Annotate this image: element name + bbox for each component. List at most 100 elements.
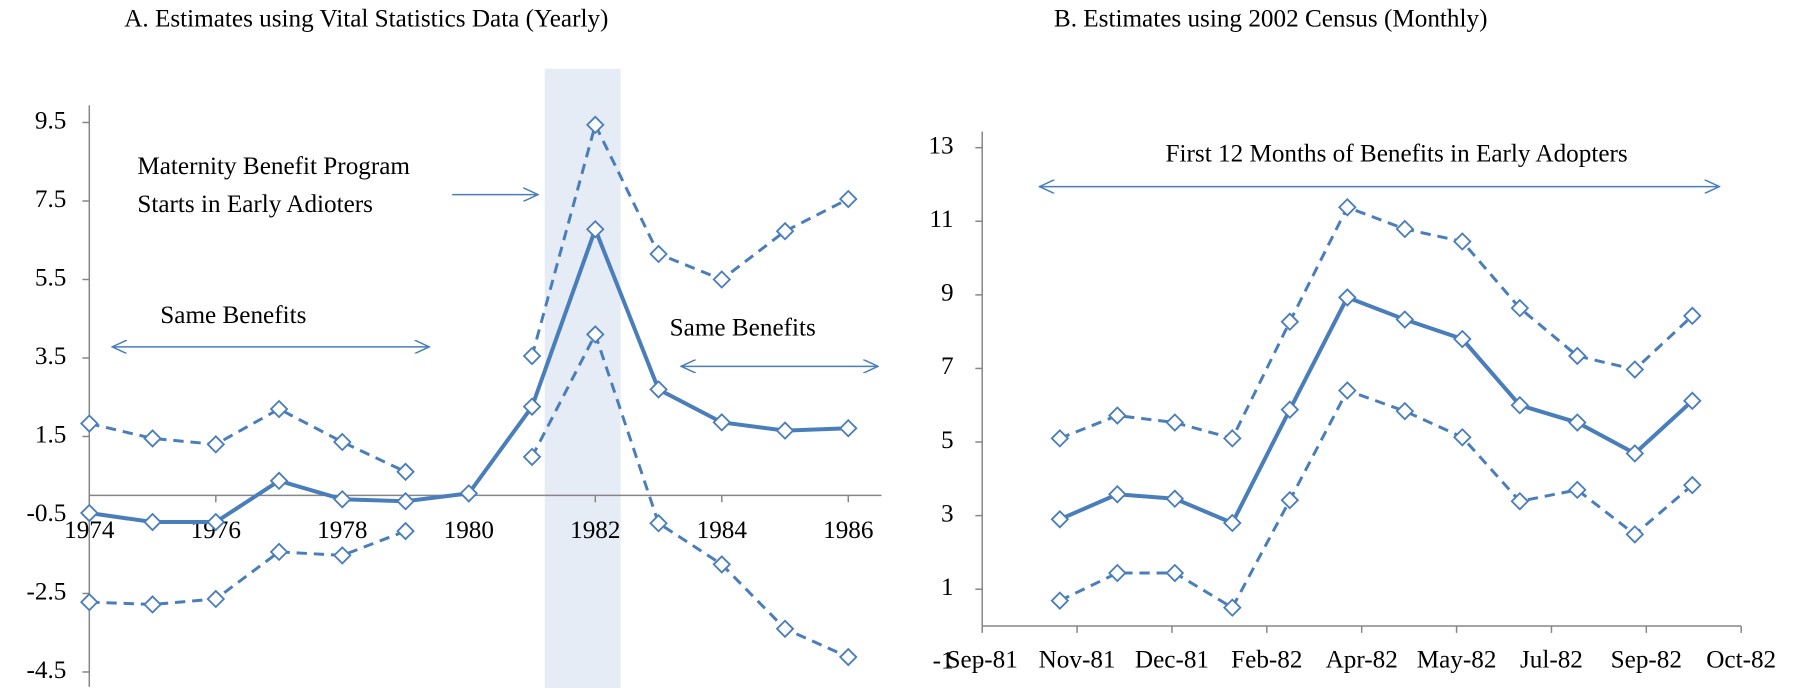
y-tick-label: 1.5	[35, 421, 66, 448]
marker	[1683, 306, 1702, 326]
x-tick-label: Nov-81	[1039, 646, 1116, 673]
marker	[585, 115, 605, 135]
x-tick-label: Jul-82	[1520, 646, 1583, 673]
x-tick-label: Sep-81	[947, 646, 1018, 673]
chart-title: B. Estimates using 2002 Census (Monthly)	[1054, 5, 1488, 32]
marker	[712, 555, 732, 574]
marker	[1568, 346, 1587, 366]
marker	[143, 429, 162, 448]
y-tick-label: 3.5	[35, 343, 66, 370]
marker	[1338, 288, 1357, 307]
marker	[1683, 475, 1702, 495]
marker	[1625, 525, 1645, 544]
y-tick-label: -1	[933, 648, 954, 675]
marker	[1280, 400, 1300, 419]
marker	[1223, 598, 1242, 617]
marker	[1510, 298, 1530, 318]
marker	[1510, 491, 1530, 511]
marker	[649, 513, 668, 533]
marker	[1165, 413, 1185, 432]
marker	[1165, 563, 1185, 583]
y-tick-label: 9	[941, 280, 954, 307]
marker	[775, 221, 795, 241]
marker	[1223, 429, 1242, 448]
marker	[1108, 563, 1127, 583]
series-line	[1059, 205, 1694, 441]
x-tick-label: Apr-82	[1326, 646, 1398, 673]
annotation: Starts in Early Adioters	[137, 191, 373, 218]
marker	[1395, 219, 1415, 239]
series-line	[89, 223, 849, 525]
x-tick-label: 1986	[823, 517, 873, 544]
marker	[838, 647, 858, 667]
marker	[522, 397, 542, 416]
annotation: First 12 Months of Benefits in Early Ado…	[1166, 140, 1628, 167]
marker	[838, 189, 858, 209]
marker	[269, 471, 289, 491]
series-line	[89, 529, 407, 606]
x-tick-label: May-82	[1417, 646, 1497, 673]
annotation: Maternity Benefit Program	[137, 153, 410, 180]
y-tick-label: 7	[941, 353, 954, 380]
marker	[396, 521, 415, 541]
x-tick-label: 1984	[697, 517, 748, 544]
x-tick-label: Oct-82	[1706, 646, 1776, 673]
marker	[332, 546, 352, 565]
marker	[1395, 310, 1415, 329]
marker	[775, 421, 795, 440]
marker	[1050, 510, 1070, 529]
y-tick-label: 5.5	[35, 264, 66, 291]
marker	[1453, 329, 1472, 349]
y-tick-label: -2.5	[27, 578, 67, 605]
x-tick-label: 1978	[317, 517, 367, 544]
marker	[269, 542, 289, 562]
series-line	[1059, 294, 1694, 526]
marker	[1568, 480, 1587, 500]
marker	[1625, 360, 1645, 379]
x-tick-label: Feb-82	[1231, 646, 1302, 673]
marker	[1108, 484, 1127, 504]
marker	[269, 399, 289, 419]
marker	[649, 380, 668, 399]
y-tick-label: 5	[941, 427, 954, 454]
marker	[775, 619, 795, 639]
marker	[1338, 197, 1357, 217]
marker	[1050, 429, 1070, 448]
marker	[522, 447, 542, 467]
marker	[1568, 413, 1587, 432]
marker	[206, 512, 226, 532]
x-tick-label: Sep-82	[1611, 646, 1682, 673]
marker	[332, 489, 352, 509]
marker	[332, 432, 352, 452]
marker	[1683, 391, 1702, 411]
marker	[1108, 406, 1127, 425]
marker	[206, 435, 226, 454]
marker	[143, 512, 162, 532]
marker	[1338, 381, 1357, 400]
marker	[1510, 395, 1530, 415]
marker	[206, 589, 226, 609]
y-tick-label: -0.5	[27, 500, 67, 527]
x-tick-label: Dec-81	[1135, 646, 1209, 673]
marker	[585, 325, 605, 344]
x-tick-label: 1982	[570, 517, 620, 544]
marker	[79, 503, 99, 523]
series-line	[530, 120, 849, 357]
y-tick-label: 7.5	[35, 186, 66, 213]
marker	[649, 244, 668, 264]
x-tick-label: 1980	[444, 517, 494, 544]
marker	[396, 462, 415, 482]
series-line	[1059, 388, 1694, 610]
marker	[1395, 401, 1415, 421]
marker	[838, 418, 858, 438]
y-tick-label: 13	[928, 132, 953, 159]
marker	[1453, 232, 1472, 251]
marker	[1280, 490, 1300, 510]
y-tick-label: 1	[941, 574, 954, 601]
chart-title: A. Estimates using Vital Statistics Data…	[124, 5, 608, 32]
marker	[1165, 489, 1185, 509]
marker	[1453, 427, 1472, 447]
marker	[79, 414, 99, 433]
marker	[1280, 312, 1300, 332]
